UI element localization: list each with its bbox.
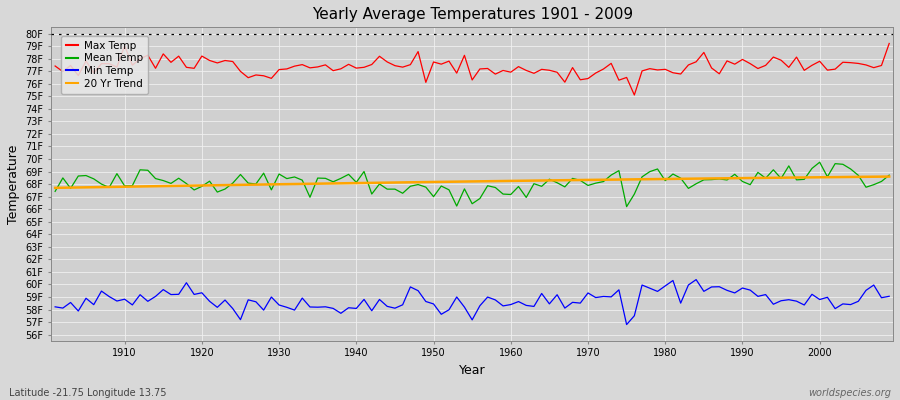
Title: Yearly Average Temperatures 1901 - 2009: Yearly Average Temperatures 1901 - 2009 [311,7,633,22]
Y-axis label: Temperature: Temperature [7,144,20,224]
Text: worldspecies.org: worldspecies.org [808,388,891,398]
X-axis label: Year: Year [459,364,485,377]
Legend: Max Temp, Mean Temp, Min Temp, 20 Yr Trend: Max Temp, Mean Temp, Min Temp, 20 Yr Tre… [60,36,148,94]
Text: Latitude -21.75 Longitude 13.75: Latitude -21.75 Longitude 13.75 [9,388,166,398]
